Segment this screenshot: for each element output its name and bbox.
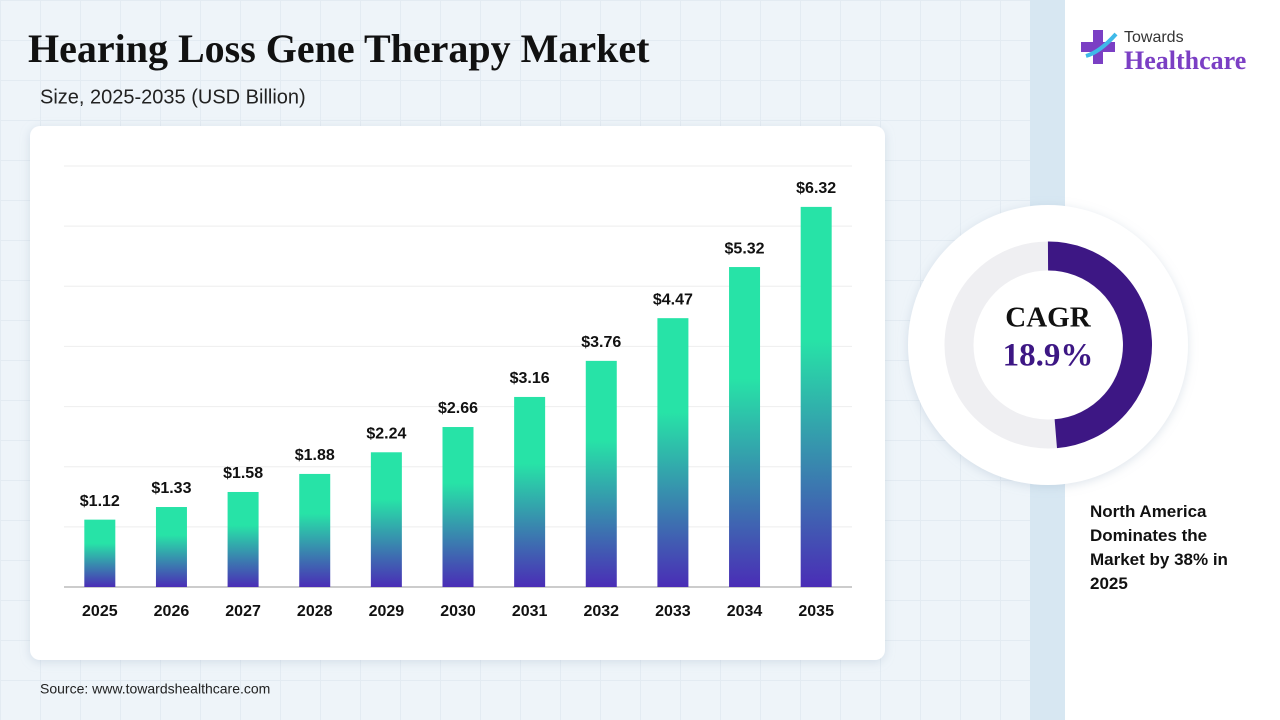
data-label: $2.66 [438,400,478,417]
bar [370,452,402,587]
data-label: $5.32 [725,240,765,257]
bar [729,267,761,587]
x-tick-label: 2034 [727,603,763,620]
logo-swoosh [1085,32,1118,58]
data-label: $4.47 [653,291,693,308]
cagr-value: 18.9% [1003,338,1094,374]
bar [227,491,259,587]
x-tick-label: 2027 [225,603,261,620]
x-tick-label: 2035 [798,603,834,620]
logo-text: Healthcare [1124,46,1246,75]
x-tick-label: 2029 [369,603,405,620]
data-label: $3.76 [581,334,621,351]
bar [800,206,832,587]
data-label: $2.24 [366,425,406,442]
x-tick-label: 2033 [655,603,691,620]
x-tick-label: 2032 [583,603,619,620]
donut-arc [1047,241,1153,449]
note: North America Dominates the Market by 38… [1090,502,1228,593]
subtitle: Size, 2025-2035 (USD Billion) [40,86,306,108]
x-tick-label: 2028 [297,603,333,620]
x-tick-label: 2026 [154,603,190,620]
title: Hearing Loss Gene Therapy Market [28,26,650,71]
data-label: $3.16 [510,370,550,387]
bar [84,519,116,587]
bar [299,473,331,587]
bar [514,396,546,587]
bar [585,360,617,587]
bar [442,427,474,587]
source: Source: www.towardshealthcare.com [40,681,270,697]
x-tick-label: 2030 [440,603,476,620]
logo-icon [1081,30,1115,64]
data-label: $6.32 [796,180,836,197]
x-tick-label: 2031 [512,603,548,620]
logo: Towards Healthcare [1081,29,1246,75]
x-tick-label: 2025 [82,603,118,620]
data-label: $1.12 [80,493,120,510]
cagr-label: CAGR [1005,302,1091,334]
data-label: $1.58 [223,465,263,482]
logo-text: Towards [1124,29,1184,46]
bar [657,318,689,587]
data-label: $1.33 [151,480,191,497]
bar [155,507,187,587]
data-label: $1.88 [295,447,335,464]
